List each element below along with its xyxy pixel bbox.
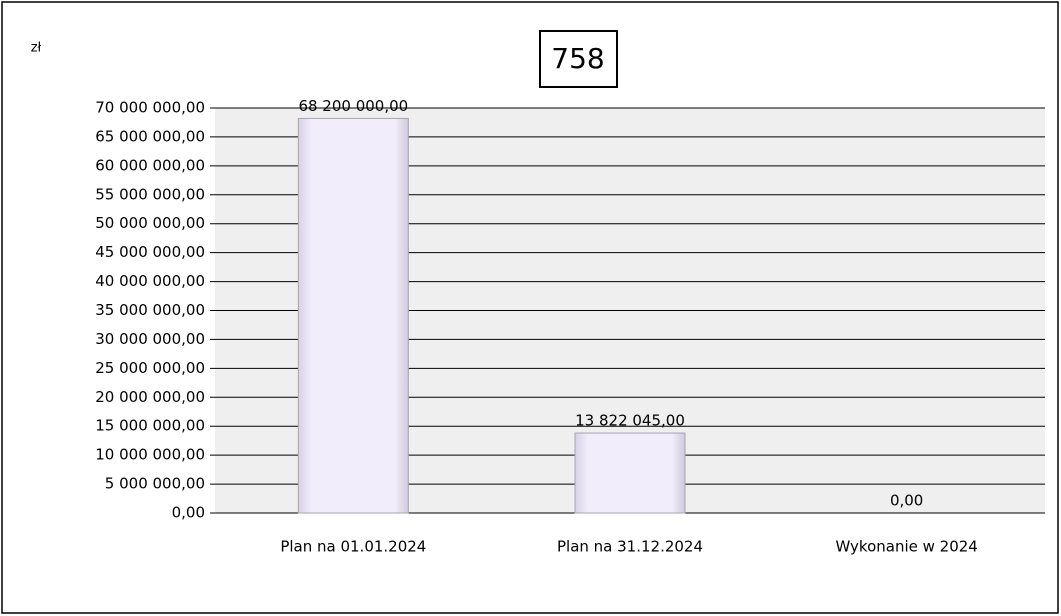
y-tick-label: 15 000 000,00 bbox=[95, 417, 205, 435]
y-tick-label: 10 000 000,00 bbox=[95, 446, 205, 464]
y-tick-label: 30 000 000,00 bbox=[95, 330, 205, 348]
y-tick-label: 25 000 000,00 bbox=[95, 359, 205, 377]
y-tick-label: 50 000 000,00 bbox=[95, 214, 205, 232]
y-tick-label: 70 000 000,00 bbox=[95, 99, 205, 117]
x-tick-label: Plan na 31.12.2024 bbox=[557, 538, 703, 556]
y-tick-label: 0,00 bbox=[172, 504, 205, 522]
y-axis-label: zł bbox=[31, 41, 42, 56]
bar bbox=[574, 432, 686, 514]
y-tick-label: 60 000 000,00 bbox=[95, 156, 205, 174]
title-box bbox=[539, 30, 618, 88]
x-tick-label: Wykonanie w 2024 bbox=[835, 538, 977, 556]
x-tick-label: Plan na 01.01.2024 bbox=[280, 538, 426, 556]
value-label: 68 200 000,00 bbox=[298, 97, 408, 115]
y-tick-label: 55 000 000,00 bbox=[95, 185, 205, 203]
y-tick-label: 5 000 000,00 bbox=[105, 475, 205, 493]
bar bbox=[297, 117, 409, 514]
y-tick-label: 40 000 000,00 bbox=[95, 272, 205, 290]
y-tick-label: 35 000 000,00 bbox=[95, 301, 205, 319]
value-label: 0,00 bbox=[890, 492, 923, 510]
y-tick-label: 45 000 000,00 bbox=[95, 243, 205, 261]
chart-title: 758 bbox=[551, 42, 604, 75]
y-tick-label: 20 000 000,00 bbox=[95, 388, 205, 406]
value-label: 13 822 045,00 bbox=[575, 412, 685, 430]
y-tick-label: 65 000 000,00 bbox=[95, 127, 205, 145]
